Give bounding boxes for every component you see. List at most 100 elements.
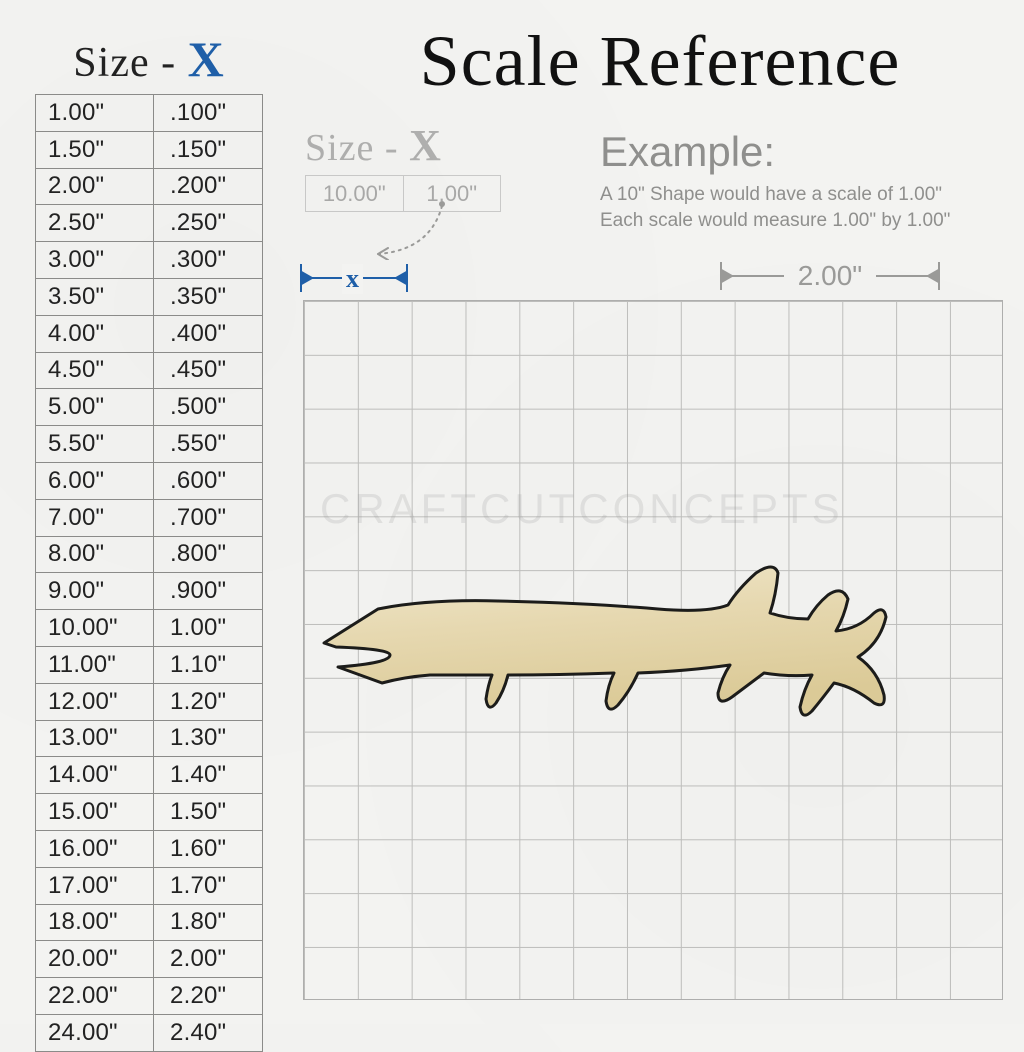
- two-inch-indicator: 2.00": [720, 256, 940, 296]
- scale-cell: .350": [154, 278, 263, 315]
- size-cell: 17.00": [36, 867, 154, 904]
- size-heading-prefix: Size -: [73, 40, 176, 86]
- scale-cell: 1.10": [154, 646, 263, 683]
- example-cell-size: 10.00": [306, 176, 404, 212]
- scale-cell: .100": [154, 95, 263, 132]
- size-cell: 4.50": [36, 352, 154, 389]
- size-cell: 3.50": [36, 278, 154, 315]
- size-cell: 15.00": [36, 794, 154, 831]
- size-heading-x: X: [188, 31, 225, 87]
- scale-cell: .450": [154, 352, 263, 389]
- example-line-2: Each scale would measure 1.00" by 1.00": [600, 208, 1010, 234]
- size-cell: 1.00": [36, 95, 154, 132]
- table-row: 10.00"1.00": [36, 610, 263, 647]
- scale-grid: [303, 300, 1003, 1000]
- table-row: 18.00"1.80": [36, 904, 263, 941]
- table-row: 4.00".400": [36, 315, 263, 352]
- example-cell-scale: 1.00": [403, 176, 501, 212]
- size-cell: 8.00": [36, 536, 154, 573]
- example-title: Example:: [600, 128, 1010, 176]
- size-cell: 1.50": [36, 131, 154, 168]
- scale-cell: .700": [154, 499, 263, 536]
- scale-cell: .200": [154, 168, 263, 205]
- size-cell: 13.00": [36, 720, 154, 757]
- size-cell: 14.00": [36, 757, 154, 794]
- scale-cell: 1.20": [154, 683, 263, 720]
- scale-cell: .500": [154, 389, 263, 426]
- table-row: 3.50".350": [36, 278, 263, 315]
- table-row: 22.00"2.20": [36, 978, 263, 1015]
- scale-cell: .800": [154, 536, 263, 573]
- scale-cell: 1.80": [154, 904, 263, 941]
- size-cell: 12.00": [36, 683, 154, 720]
- two-label: 2.00": [720, 260, 940, 292]
- example-size-box: Size - X 10.00" 1.00": [305, 120, 525, 212]
- table-row: 15.00"1.50": [36, 794, 263, 831]
- scale-cell: 2.40": [154, 1014, 263, 1051]
- size-cell: 10.00": [36, 610, 154, 647]
- size-cell: 20.00": [36, 941, 154, 978]
- table-row: 17.00"1.70": [36, 867, 263, 904]
- scale-cell: 1.50": [154, 794, 263, 831]
- table-row: 16.00"1.60": [36, 830, 263, 867]
- size-cell: 9.00": [36, 573, 154, 610]
- scale-cell: .600": [154, 462, 263, 499]
- scale-cell: 1.30": [154, 720, 263, 757]
- x-label: x: [342, 264, 363, 294]
- table-row: 3.00".300": [36, 242, 263, 279]
- table-row: 8.00".800": [36, 536, 263, 573]
- table-row: 13.00"1.30": [36, 720, 263, 757]
- table-row: 2.00".200": [36, 168, 263, 205]
- size-cell: 2.00": [36, 168, 154, 205]
- size-cell: 11.00": [36, 646, 154, 683]
- table-row: 9.00".900": [36, 573, 263, 610]
- size-cell: 5.50": [36, 426, 154, 463]
- table-row: 24.00"2.40": [36, 1014, 263, 1051]
- table-row: 1.50".150": [36, 131, 263, 168]
- size-cell: 18.00": [36, 904, 154, 941]
- scale-cell: .250": [154, 205, 263, 242]
- size-cell: 7.00": [36, 499, 154, 536]
- table-row: 6.00".600": [36, 462, 263, 499]
- size-cell: 4.00": [36, 315, 154, 352]
- scale-cell: .550": [154, 426, 263, 463]
- table-row: 5.50".550": [36, 426, 263, 463]
- size-cell: 2.50": [36, 205, 154, 242]
- size-table-container: Size - X 1.00".100"1.50".150"2.00".200"2…: [35, 30, 263, 1052]
- scale-cell: 2.00": [154, 941, 263, 978]
- scale-cell: .900": [154, 573, 263, 610]
- example-text-block: Example: A 10" Shape would have a scale …: [600, 128, 1010, 233]
- scale-cell: .150": [154, 131, 263, 168]
- size-table: 1.00".100"1.50".150"2.00".200"2.50".250"…: [35, 94, 263, 1052]
- scale-cell: 1.70": [154, 867, 263, 904]
- table-row: 11.00"1.10": [36, 646, 263, 683]
- page-title: Scale Reference: [320, 20, 1000, 103]
- table-row: 7.00".700": [36, 499, 263, 536]
- example-size-table: 10.00" 1.00": [305, 175, 501, 212]
- scale-cell: 1.60": [154, 830, 263, 867]
- example-size-prefix: Size -: [305, 127, 399, 169]
- example-size-x: X: [409, 121, 442, 170]
- scale-cell: 1.00": [154, 610, 263, 647]
- table-row: 2.50".250": [36, 205, 263, 242]
- size-table-heading: Size - X: [35, 30, 263, 88]
- size-cell: 3.00": [36, 242, 154, 279]
- size-cell: 5.00": [36, 389, 154, 426]
- x-arrow-left-icon: [300, 270, 314, 286]
- scale-cell: .300": [154, 242, 263, 279]
- table-row: 5.00".500": [36, 389, 263, 426]
- example-size-heading: Size - X: [305, 120, 525, 171]
- size-cell: 16.00": [36, 830, 154, 867]
- table-row: 1.00".100": [36, 95, 263, 132]
- x-arrow-right-icon: [394, 270, 408, 286]
- table-row: 20.00"2.00": [36, 941, 263, 978]
- table-row: 12.00"1.20": [36, 683, 263, 720]
- size-cell: 6.00": [36, 462, 154, 499]
- table-row: 14.00"1.40": [36, 757, 263, 794]
- size-cell: 24.00": [36, 1014, 154, 1051]
- scale-cell: .400": [154, 315, 263, 352]
- scale-cell: 1.40": [154, 757, 263, 794]
- size-cell: 22.00": [36, 978, 154, 1015]
- table-row: 4.50".450": [36, 352, 263, 389]
- x-scale-indicator: x: [300, 258, 420, 298]
